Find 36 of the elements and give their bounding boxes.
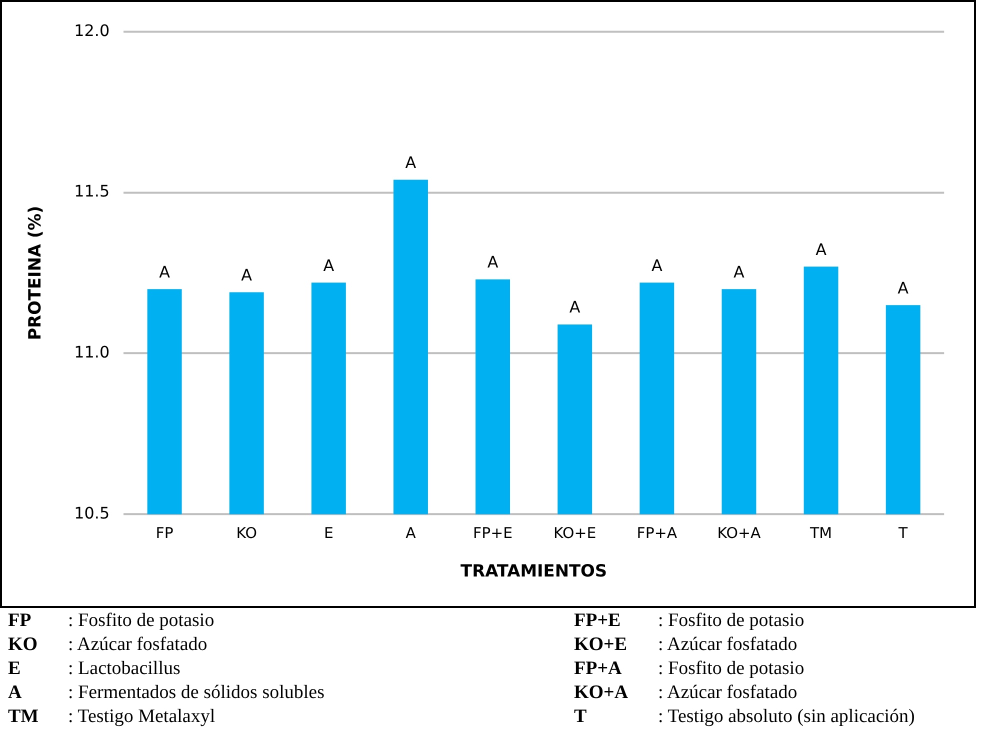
y-axis-title: PROTEINA (%) bbox=[24, 206, 44, 340]
x-tick-label: FP bbox=[156, 524, 174, 542]
text: FP+A : Fosfito de potasio bbox=[574, 658, 804, 679]
data-label: A bbox=[487, 252, 498, 272]
text: KO+A : Azúcar fosfatado bbox=[574, 682, 798, 703]
y-tick-label: 12.0 bbox=[74, 20, 110, 40]
x-tick-label: T bbox=[898, 524, 909, 542]
data-label: A bbox=[734, 262, 745, 282]
text: T : Testigo absoluto (sin aplicación) bbox=[574, 706, 915, 727]
text: TM : Testigo Metalaxyl bbox=[8, 706, 216, 727]
text: FP+E : Fosfito de potasio bbox=[574, 610, 804, 631]
x-tick-label: KO+E bbox=[554, 524, 596, 542]
text: KO+E : Azúcar fosfatado bbox=[574, 634, 798, 655]
x-axis-title: TRATAMIENTOS bbox=[460, 560, 608, 580]
data-label: A bbox=[323, 256, 334, 275]
y-tick-label: 11.0 bbox=[74, 342, 110, 362]
y-tick-label: 10.5 bbox=[74, 503, 110, 522]
data-label: A bbox=[651, 256, 662, 275]
text: KO : Azúcar fosfatado bbox=[8, 634, 208, 655]
y-tick-label: 11.5 bbox=[74, 182, 110, 201]
data-label: A bbox=[816, 240, 827, 259]
x-tick-label: A bbox=[406, 524, 417, 542]
x-tick-label: FP+E bbox=[473, 524, 513, 542]
data-label: A bbox=[405, 152, 416, 172]
x-tick-label: KO+A bbox=[717, 524, 762, 542]
x-tick-label: KO bbox=[236, 524, 257, 542]
x-tick-label: FP+A bbox=[636, 524, 678, 542]
text: E : Lactobacillus bbox=[8, 658, 180, 679]
text: FP : Fosfito de potasio bbox=[8, 610, 214, 631]
x-tick-label: TM bbox=[809, 524, 832, 542]
data-label: A bbox=[241, 266, 252, 285]
data-label: A bbox=[569, 298, 580, 317]
data-label: A bbox=[159, 262, 170, 282]
text: A : Fermentados de sólidos solubles bbox=[8, 682, 324, 703]
data-label: A bbox=[898, 278, 909, 298]
x-tick-label: E bbox=[324, 524, 334, 542]
